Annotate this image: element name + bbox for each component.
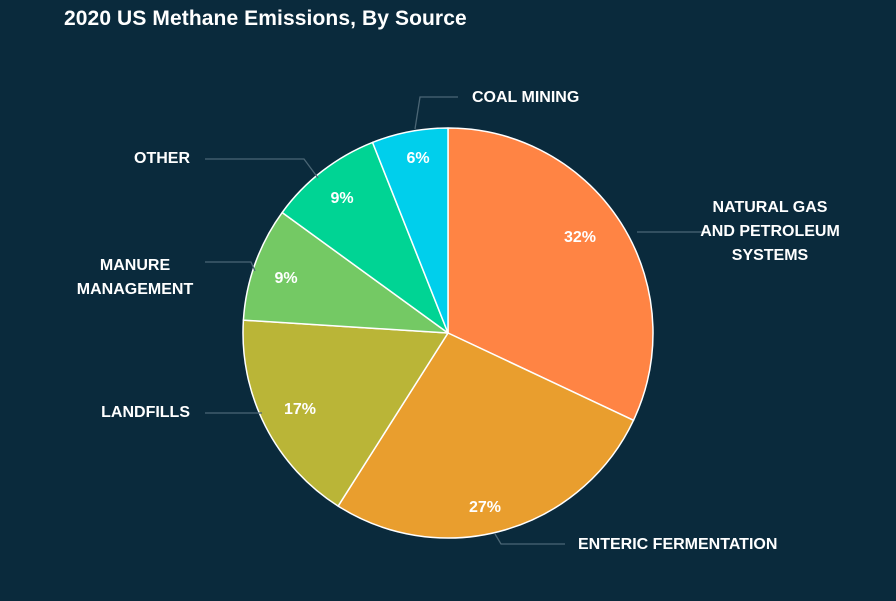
- pie-slice-manure: [242, 211, 449, 334]
- leader-line-coal: [414, 96, 458, 130]
- pct-enteric: 27%: [469, 499, 501, 516]
- label-natural-gas-line-2: AND PETROLEUM: [700, 223, 840, 240]
- pct-manure: 9%: [274, 270, 297, 287]
- leader-line-manure: [205, 261, 256, 272]
- label-manure-line-2: MANAGEMENT: [76, 281, 194, 298]
- pct-coal: 6%: [406, 150, 429, 167]
- percent-labels: 32% 27% 17% 9% 9% 6%: [274, 150, 596, 516]
- leader-line-other: [205, 158, 319, 179]
- pie-slices: [242, 127, 654, 539]
- label-landfills: LANDFILLS: [101, 404, 190, 421]
- label-natural-gas-line-1: NATURAL GAS: [712, 199, 828, 216]
- label-other: OTHER: [134, 150, 190, 167]
- label-coal-mining: COAL MINING: [472, 89, 580, 106]
- pct-other: 9%: [330, 190, 353, 207]
- pie-slice-landfills: [242, 319, 449, 507]
- label-manure-line-1: MANURE: [99, 257, 171, 274]
- pct-natural-gas: 32%: [564, 229, 596, 246]
- label-enteric-fermentation: ENTERIC FERMENTATION: [578, 536, 778, 553]
- label-natural-gas-line-3: SYSTEMS: [731, 247, 809, 264]
- leader-line-enteric: [494, 533, 565, 545]
- pct-landfills: 17%: [284, 401, 316, 418]
- pie-slice-enteric: [337, 332, 635, 539]
- pie-slice-other: [281, 141, 449, 334]
- pie-slice-natural-gas: [447, 127, 654, 422]
- chart-title: 2020 US Methane Emissions, By Source: [64, 7, 467, 30]
- label-natural-gas: NATURAL GAS AND PETROLEUM SYSTEMS: [684, 196, 856, 268]
- label-manure-management: MANURE MANAGEMENT: [60, 254, 210, 302]
- pie-slice-coal: [371, 127, 449, 334]
- leader-lines: [205, 96, 706, 545]
